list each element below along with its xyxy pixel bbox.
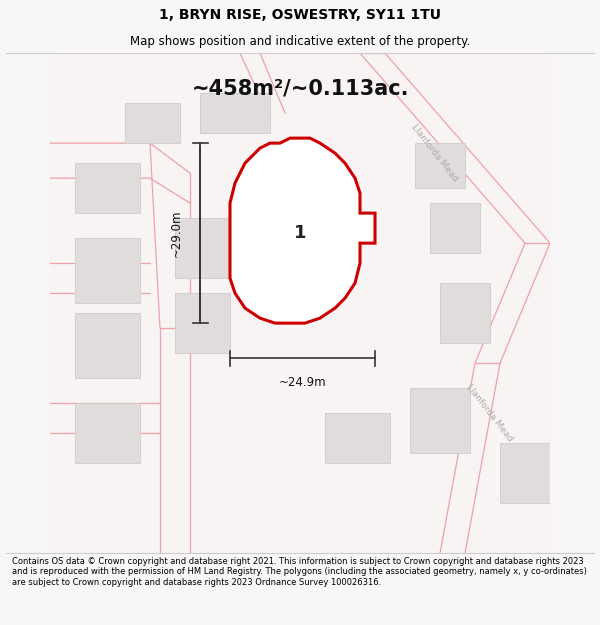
- Polygon shape: [415, 143, 465, 188]
- Text: 1, BRYN RISE, OSWESTRY, SY11 1TU: 1, BRYN RISE, OSWESTRY, SY11 1TU: [159, 8, 441, 22]
- Polygon shape: [75, 163, 140, 213]
- Polygon shape: [500, 443, 550, 503]
- Text: ~24.9m: ~24.9m: [278, 376, 326, 389]
- Polygon shape: [175, 218, 240, 278]
- Text: ~29.0m: ~29.0m: [170, 209, 182, 257]
- Text: Llanforda Mead: Llanforda Mead: [465, 382, 515, 444]
- Text: 1: 1: [294, 224, 306, 242]
- Polygon shape: [175, 293, 230, 353]
- Polygon shape: [75, 238, 140, 303]
- Text: Contains OS data © Crown copyright and database right 2021. This information is : Contains OS data © Crown copyright and d…: [12, 557, 587, 586]
- Text: ~458m²/~0.113ac.: ~458m²/~0.113ac.: [191, 78, 409, 98]
- Polygon shape: [200, 93, 270, 133]
- Polygon shape: [410, 388, 470, 453]
- Polygon shape: [125, 103, 180, 143]
- Polygon shape: [50, 53, 550, 553]
- Text: Map shows position and indicative extent of the property.: Map shows position and indicative extent…: [130, 35, 470, 48]
- Polygon shape: [75, 313, 140, 378]
- Polygon shape: [430, 203, 480, 253]
- Polygon shape: [440, 283, 490, 343]
- Polygon shape: [325, 413, 390, 463]
- Polygon shape: [230, 138, 375, 323]
- Polygon shape: [75, 403, 140, 463]
- Text: Llanforda Mead: Llanforda Mead: [410, 122, 460, 184]
